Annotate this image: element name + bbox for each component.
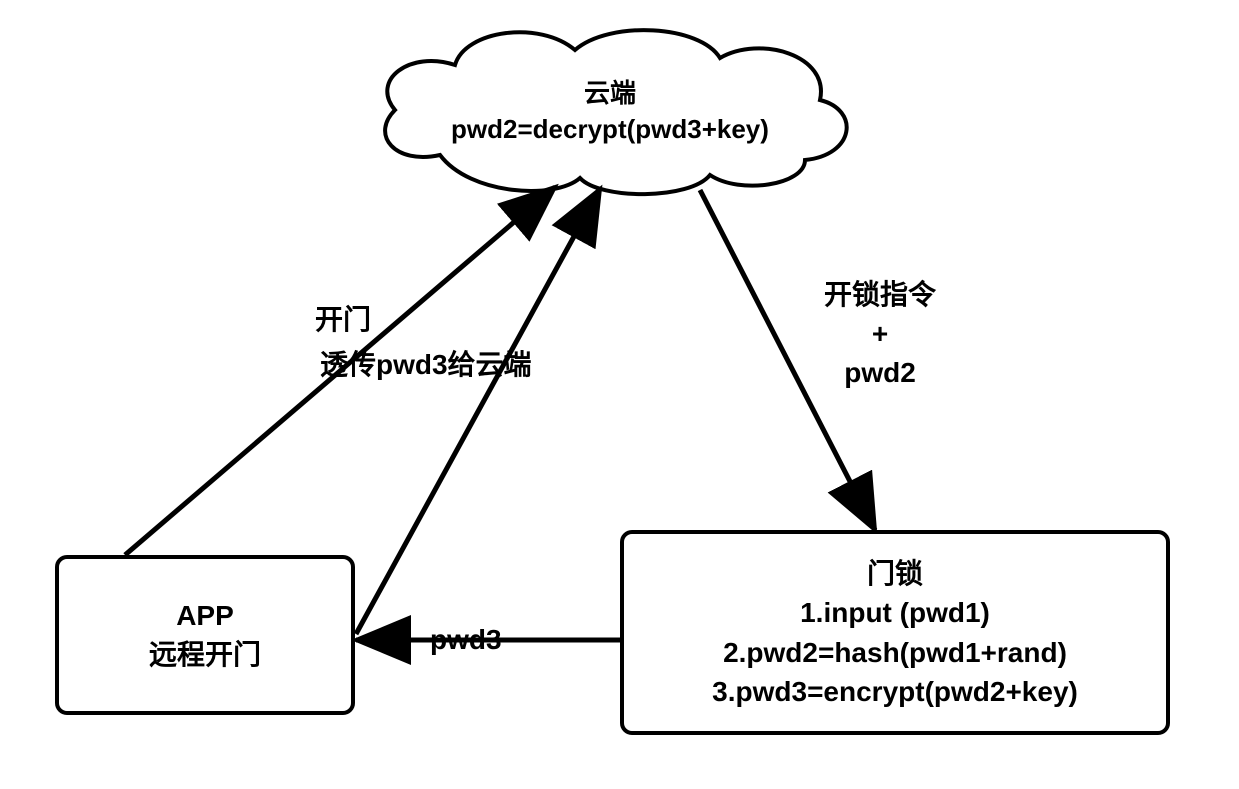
- cloud-line1: 云端: [440, 75, 780, 111]
- lock-line1: 门锁: [867, 554, 923, 593]
- lock-line2: 1.input (pwd1): [800, 593, 990, 632]
- edge-unlock-line2: +: [800, 314, 960, 353]
- edge-label-open-door: 开门: [315, 300, 371, 339]
- lock-node: 门锁 1.input (pwd1) 2.pwd2=hash(pwd1+rand)…: [620, 530, 1170, 735]
- diagram-canvas: 云端 pwd2=decrypt(pwd3+key) APP 远程开门 门锁 1.…: [0, 0, 1239, 789]
- cloud-node-label: 云端 pwd2=decrypt(pwd3+key): [440, 75, 780, 148]
- edge-label-relay-pwd3: 透传pwd3给云端: [320, 345, 532, 384]
- edge-label-unlock-cmd: 开锁指令 + pwd2: [800, 275, 960, 393]
- lock-line3: 2.pwd2=hash(pwd1+rand): [723, 633, 1067, 672]
- cloud-line2: pwd2=decrypt(pwd3+key): [440, 111, 780, 147]
- edge-unlock-line1: 开锁指令: [800, 275, 960, 314]
- lock-line4: 3.pwd3=encrypt(pwd2+key): [712, 672, 1078, 711]
- edge-unlock-line3: pwd2: [800, 353, 960, 392]
- app-node: APP 远程开门: [55, 555, 355, 715]
- edge-label-pwd3: pwd3: [430, 620, 502, 659]
- app-line1: APP: [176, 596, 234, 635]
- app-line2: 远程开门: [149, 635, 261, 674]
